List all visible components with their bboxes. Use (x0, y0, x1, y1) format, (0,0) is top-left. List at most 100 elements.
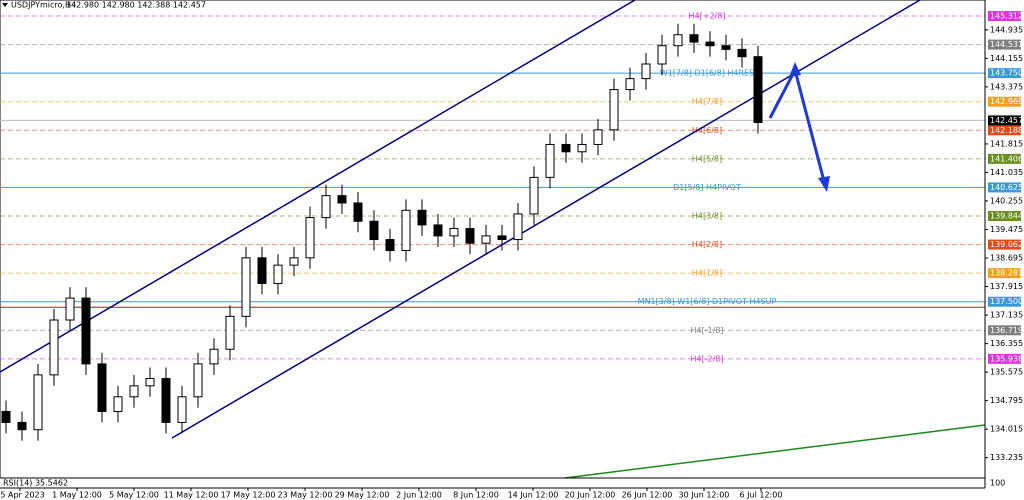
y-tick-label: 134.015 (990, 425, 1023, 434)
candle-body (129, 385, 139, 398)
price-box-label: 136.719 (990, 326, 1023, 335)
arrow-head (789, 62, 801, 77)
header-prices: 142.980 142.980 142.388 142.457 (66, 1, 206, 10)
candle-body (529, 176, 539, 215)
candle-body (17, 421, 27, 431)
candle-body (689, 34, 699, 43)
level-label: H4[1/8] (692, 269, 722, 278)
indicator-label: RSI(14) 35.5462 (3, 479, 68, 488)
level-label: MN1[3/8] W1[6/8] D1PIVOT H4SUP (638, 297, 777, 306)
candle-body (161, 378, 171, 423)
levels: H4[+2/8] W1[7/8] D1[6/8] H4RES H4[7/8] H4[6… (0, 12, 985, 363)
y-tick-label: 138.695 (990, 254, 1023, 263)
candle-body (33, 374, 43, 431)
price-box-label: 140.625 (990, 183, 1023, 192)
x-tick-label: 11 May 12:00 (164, 491, 219, 500)
candle-body (657, 45, 667, 65)
price-box (988, 153, 1021, 164)
candle-body (561, 143, 571, 153)
y-tick-label: 141.035 (990, 168, 1023, 177)
price-box (988, 239, 1021, 250)
x-tick-label: 17 May 12:00 (221, 491, 276, 500)
x-tick-label: 5 May 12:00 (109, 491, 159, 500)
price-box-label: 143.750 (990, 69, 1023, 78)
x-tick-label: 14 Jun 12:00 (508, 491, 559, 500)
candle-body (49, 319, 59, 376)
candle-body (385, 239, 395, 252)
price-box (988, 68, 1021, 79)
y-tick-label: 144.155 (990, 54, 1023, 63)
indicator-max: 100 (990, 479, 1005, 488)
x-tick-label: 29 May 12:00 (335, 491, 390, 500)
price-box-label: 142.969 (990, 97, 1023, 106)
plot-frame (0, 0, 986, 479)
candle-body (753, 56, 763, 124)
price-box (988, 210, 1021, 221)
price-box-label: 135.938 (990, 354, 1023, 363)
candle-body (497, 235, 507, 241)
price-box (988, 325, 1021, 336)
current-price-box (988, 115, 1021, 126)
level-label: H4[+2/8] (689, 12, 726, 21)
x-tick-label: 23 May 12:00 (278, 491, 333, 500)
price-box-label: 142.188 (990, 126, 1023, 135)
candle-body (481, 235, 491, 244)
y-tick-label: 139.475 (990, 225, 1023, 234)
y-tick-label: 137.915 (990, 282, 1023, 291)
symbol: USDJPYmicro,H4 (11, 1, 76, 10)
price-box (988, 296, 1021, 307)
menu-arrow[interactable] (2, 3, 8, 7)
level-label: H4[6/8] (692, 126, 722, 135)
x-tick-label: 8 Jun 12:00 (453, 491, 499, 500)
candle-body (449, 228, 459, 237)
price-box (988, 353, 1021, 364)
candle-body (177, 396, 187, 423)
x-tick-label: 20 Jun 12:00 (565, 491, 616, 500)
candle-body (433, 224, 443, 237)
candle-body (97, 363, 107, 412)
trend-line (564, 424, 986, 479)
candle-body (641, 63, 651, 80)
candle-body (705, 41, 715, 47)
level-label: D1[5/8] H4PIVOT (673, 183, 741, 192)
price-box (988, 11, 1021, 22)
candle-body (257, 257, 267, 284)
arrow-head (818, 176, 830, 192)
level-label: H4[3/8] (692, 211, 722, 220)
channel-upper (0, 0, 636, 373)
current-price-label: 142.457 (990, 116, 1023, 125)
candle-body (401, 209, 411, 252)
candle-body (465, 228, 475, 244)
candle-body (225, 315, 235, 350)
y-tick-label: 143.375 (990, 82, 1023, 91)
candle-body (337, 195, 347, 204)
level-label: H4[5/8] (692, 154, 722, 163)
level-label: W1[7/8] D1[6/8] H4RES (660, 69, 754, 78)
y-tick-label: 144.935 (990, 25, 1023, 34)
candle-body (513, 213, 523, 241)
y-tick-label: 133.235 (990, 453, 1023, 462)
candle-body (369, 220, 379, 241)
price-box-label: 139.844 (990, 211, 1023, 220)
y-tick-label: 136.355 (990, 339, 1023, 348)
level-label: H4[-1/8] (690, 326, 723, 335)
price-box (988, 182, 1021, 193)
price-box (988, 96, 1021, 107)
price-box-label: 145.312 (990, 12, 1023, 21)
candle-body (113, 396, 123, 412)
candle-body (193, 363, 203, 398)
level-label: H4[-2/8] (690, 354, 723, 363)
candle-body (353, 202, 363, 222)
y-tick-label: 134.795 (990, 396, 1023, 405)
candle-body (241, 257, 251, 317)
candle-body (81, 297, 91, 365)
y-tick-label: 137.135 (990, 311, 1023, 320)
level-label: H4[7/8] (692, 97, 722, 106)
candle-body (273, 264, 283, 284)
level-label: H4[2/8] (692, 240, 722, 249)
candle-body (321, 195, 331, 219)
price-box-label: 139.062 (990, 240, 1023, 249)
candle-body (593, 129, 603, 145)
